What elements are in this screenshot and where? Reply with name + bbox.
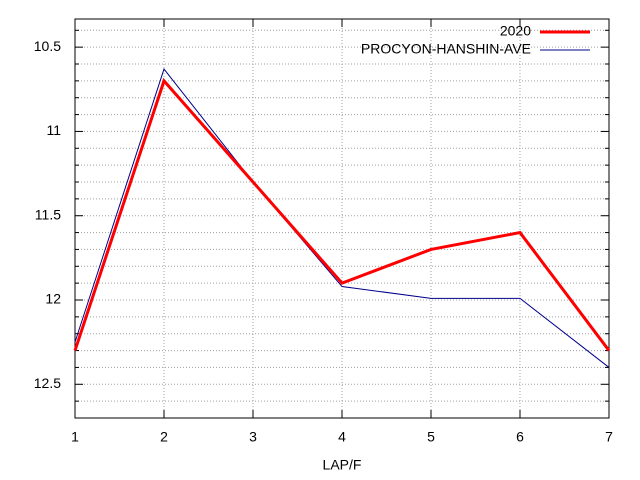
y-tick-label: 12 bbox=[45, 291, 61, 307]
legend-label: PROCYON-HANSHIN-AVE bbox=[361, 41, 531, 57]
x-tick-label: 5 bbox=[427, 429, 435, 445]
x-tick-label: 7 bbox=[605, 429, 613, 445]
x-axis-label: LAP/F bbox=[323, 457, 362, 473]
y-tick-label: 11.5 bbox=[35, 206, 61, 222]
x-tick-label: 3 bbox=[249, 429, 257, 445]
x-tick-label: 6 bbox=[516, 429, 524, 445]
x-tick-label: 1 bbox=[71, 429, 79, 445]
x-tick-label: 2 bbox=[160, 429, 168, 445]
plot-frame bbox=[74, 18, 610, 419]
x-tick-label: 4 bbox=[338, 429, 346, 445]
data-line bbox=[74, 68, 610, 368]
y-tick-label: 10.5 bbox=[34, 38, 61, 54]
y-tick-label: 11 bbox=[46, 122, 61, 138]
data-line bbox=[73, 77, 611, 352]
y-tick-label: 12.5 bbox=[34, 375, 61, 391]
legend-label: 2020 bbox=[500, 23, 531, 39]
